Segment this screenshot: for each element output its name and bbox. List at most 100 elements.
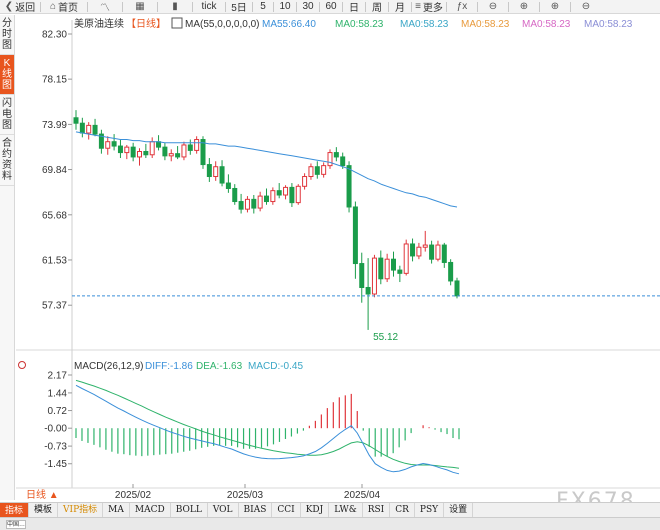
candle bbox=[175, 153, 181, 158]
toolbar-divider bbox=[252, 1, 253, 12]
toolbar-item-1[interactable]: ⌂ 首页 bbox=[41, 0, 87, 14]
indicator-button[interactable]: 模板 bbox=[29, 503, 59, 517]
toolbar-item-3[interactable]: ▦ bbox=[123, 0, 157, 14]
view-tab-3[interactable]: 合约资料 bbox=[0, 135, 14, 186]
candle bbox=[346, 165, 352, 208]
toolbar-item-5[interactable]: tick bbox=[193, 0, 225, 14]
candle bbox=[435, 244, 441, 260]
menu-lines-icon: ≡ bbox=[415, 1, 421, 12]
toolbar-divider bbox=[225, 1, 226, 12]
toolbar-item-4[interactable]: ▮ bbox=[158, 0, 192, 14]
toolbar-item-7[interactable]: 5 bbox=[253, 0, 273, 14]
candle bbox=[454, 280, 460, 297]
view-switcher-sidebar: 分时图 K线图 闪电图 合约资料 bbox=[0, 15, 15, 500]
toolbar-item-13[interactable]: 月 bbox=[389, 0, 411, 14]
toolbar-item-15[interactable]: ƒx bbox=[447, 0, 477, 14]
toolbar-item-label: 首页 bbox=[58, 3, 79, 14]
toolbar-item-9[interactable]: 30 bbox=[297, 0, 319, 14]
toolbar-divider bbox=[477, 1, 478, 12]
toolbar-item-14[interactable]: ≡ 更多 bbox=[412, 0, 446, 14]
candle bbox=[206, 164, 212, 178]
toolbar-divider bbox=[122, 1, 123, 12]
toolbar-item-10[interactable]: 60 bbox=[320, 0, 342, 14]
toolbar-divider bbox=[157, 1, 158, 12]
candle bbox=[92, 124, 98, 135]
ma-value: MA0:58.23 bbox=[400, 19, 449, 30]
toolbar-item-label: 5日 bbox=[231, 3, 247, 14]
toolbar-item-12[interactable]: 周 bbox=[366, 0, 388, 14]
chart-area[interactable]: 美原油连续 【日线】 MA(55,0,0,0,0,0) MA55:66.40 MA0:5… bbox=[0, 0, 660, 500]
candle bbox=[187, 144, 193, 151]
date-tick-label: 2025/04 bbox=[344, 490, 381, 500]
indicator-button[interactable]: VIP指标 bbox=[58, 503, 104, 517]
instrument-title: 美原油连续 bbox=[74, 17, 124, 30]
candle bbox=[321, 165, 327, 175]
toolbar-item-2[interactable]: 〽 bbox=[88, 0, 122, 14]
ma-value: MA55:66.40 bbox=[262, 19, 316, 30]
price-tick-label: 69.84 bbox=[42, 165, 67, 176]
indicator-button[interactable]: MACD bbox=[130, 503, 171, 517]
toolbar-item-8[interactable]: 10 bbox=[274, 0, 296, 14]
indicator-button[interactable]: VOL bbox=[208, 503, 239, 517]
indicator-settings-icon bbox=[18, 361, 26, 369]
candle bbox=[340, 156, 346, 167]
indicator-tab[interactable]: 指标 bbox=[0, 503, 30, 517]
toolbar-divider bbox=[342, 1, 343, 12]
candle bbox=[232, 187, 238, 203]
top-toolbar: ❮ 返回 ⌂ 首页〽 ▦ ▮ tick 5日 5 10 30 60 日周月 ≡ 更多 ƒx ⊖ ⊕ ⊕ ⊖ bbox=[0, 0, 660, 14]
candle bbox=[410, 243, 416, 257]
ma-value: MA0:58.23 bbox=[335, 19, 384, 30]
footer-tab[interactable]: 中国… bbox=[6, 520, 26, 529]
candle bbox=[162, 146, 168, 157]
toolbar-item-label: 日 bbox=[349, 3, 359, 14]
toolbar-divider bbox=[40, 1, 41, 12]
toolbar-item-18[interactable]: ⊕ bbox=[540, 0, 570, 14]
candle bbox=[384, 258, 390, 280]
indicator-button[interactable]: LW& bbox=[329, 503, 363, 517]
indicator-button[interactable]: PSY bbox=[415, 503, 445, 517]
candle bbox=[422, 244, 428, 248]
indicator-button[interactable]: 设置 bbox=[444, 503, 474, 517]
toolbar-item-11[interactable]: 日 bbox=[343, 0, 365, 14]
price-tick-label: 78.15 bbox=[42, 75, 67, 86]
toolbar-item-0[interactable]: ❮ 返回 bbox=[0, 0, 40, 14]
indicator-button[interactable]: BIAS bbox=[239, 503, 273, 517]
view-tab-0[interactable]: 分时图 bbox=[0, 15, 14, 55]
candle bbox=[308, 166, 314, 178]
macd-tick-label: 1.44 bbox=[48, 388, 68, 399]
dea-line bbox=[75, 379, 460, 469]
view-tab-1[interactable]: K线图 bbox=[0, 55, 14, 95]
toolbar-item-label: 5 bbox=[260, 1, 266, 12]
toolbar-item-19[interactable]: ⊖ bbox=[571, 0, 601, 14]
toolbar-item-17[interactable]: ⊕ bbox=[509, 0, 539, 14]
indicator-button[interactable]: MA bbox=[103, 503, 130, 517]
macd-tick-label: -0.73 bbox=[44, 442, 67, 453]
candle bbox=[168, 153, 174, 157]
toolbar-divider bbox=[87, 1, 88, 12]
candle bbox=[130, 146, 136, 158]
plus-icon: ⊕ bbox=[519, 1, 529, 12]
candle bbox=[156, 141, 162, 148]
candle bbox=[365, 286, 371, 295]
candle bbox=[137, 150, 142, 158]
candle bbox=[429, 244, 435, 260]
view-tab-2[interactable]: 闪电图 bbox=[0, 95, 14, 135]
toolbar-item-label: 返回 bbox=[15, 3, 36, 14]
toolbar-item-6[interactable]: 5日 bbox=[226, 0, 252, 14]
candle bbox=[416, 246, 422, 257]
candle bbox=[219, 166, 225, 184]
date-tick-label: 2025/02 bbox=[115, 490, 152, 500]
toolbar-item-16[interactable]: ⊖ bbox=[478, 0, 508, 14]
candle bbox=[111, 141, 117, 147]
indicator-button[interactable]: RSI bbox=[363, 503, 391, 517]
indicator-button[interactable]: BOLL bbox=[171, 503, 208, 517]
candle bbox=[264, 195, 269, 203]
indicator-button[interactable]: CCI bbox=[272, 503, 301, 517]
indicator-button[interactable]: CR bbox=[390, 503, 415, 517]
candle bbox=[79, 122, 85, 134]
indicator-button[interactable]: KDJ bbox=[301, 503, 330, 517]
low-price-label: 55.12 bbox=[373, 332, 398, 343]
toolbar-divider bbox=[273, 1, 274, 12]
toolbar-divider bbox=[296, 1, 297, 12]
toolbar-divider bbox=[539, 1, 540, 12]
